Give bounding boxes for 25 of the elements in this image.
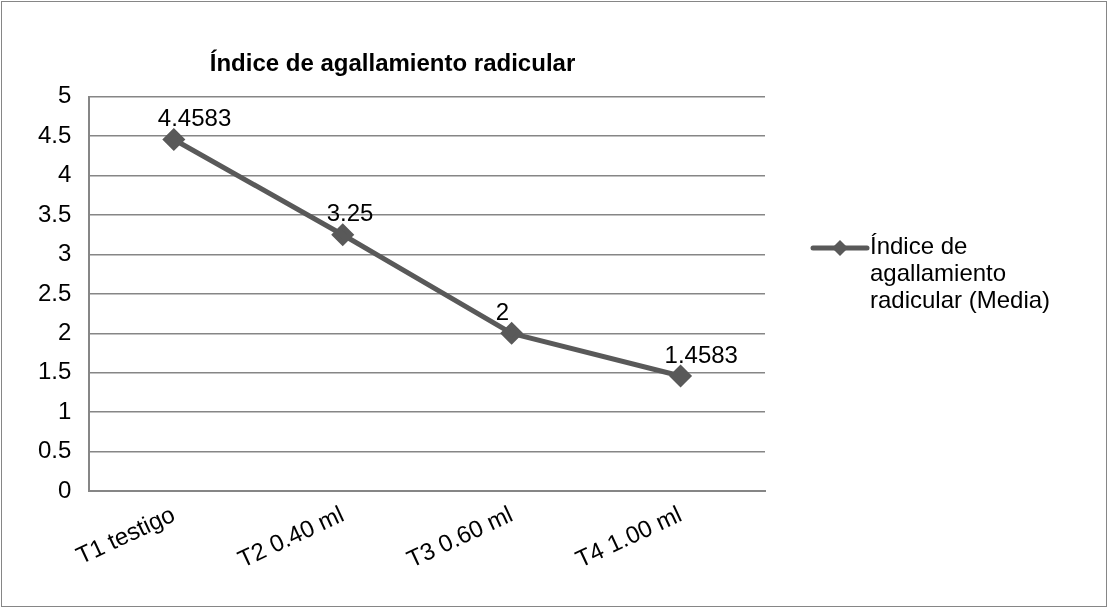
chart-title: Índice de agallamiento radicular [209, 49, 576, 77]
data-label: 3.25 [326, 199, 374, 227]
point [332, 224, 354, 246]
y-tick-label: 2 [58, 317, 72, 345]
y-tick-label: 5 [58, 81, 72, 109]
x-tick-label: T1 testigo [71, 500, 179, 570]
y-tick-label: 3.5 [37, 199, 72, 227]
data-label: 1.4583 [664, 340, 738, 368]
y-tick-label: 3 [58, 239, 72, 267]
x-tick-label: T4 1.00 ml [571, 500, 686, 573]
point [163, 129, 185, 151]
point [501, 322, 523, 344]
y-tick-label: 1 [58, 396, 72, 424]
legend-label: Índice de agallamiento radicular (Media) [870, 232, 1052, 313]
x-tick-label: T3 0.60 ml [402, 500, 517, 573]
point [670, 365, 692, 387]
data-label: 2 [495, 297, 509, 325]
y-tick-label: 1.5 [37, 357, 72, 385]
y-tick-label: 4 [58, 160, 72, 188]
x-tick-label: T2 0.40 ml [233, 500, 348, 573]
y-tick-label: 0 [58, 475, 72, 503]
data-label: 4.4583 [157, 104, 232, 132]
y-tick-label: 0.5 [37, 436, 72, 464]
y-tick-label: 2.5 [37, 278, 72, 306]
y-tick-label: 4.5 [37, 120, 72, 148]
